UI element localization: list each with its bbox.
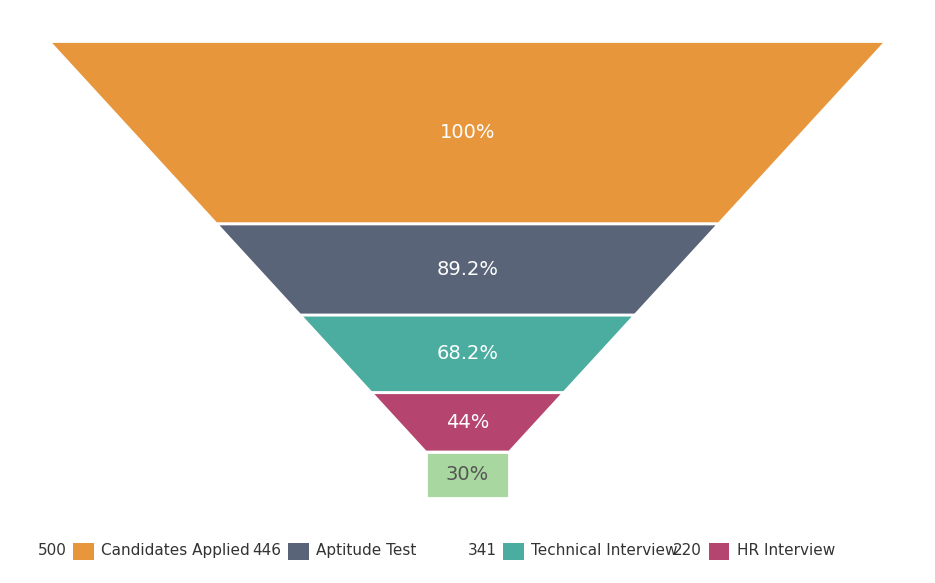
Text: 44%: 44% [446, 413, 489, 432]
Text: 446: 446 [252, 543, 281, 559]
Polygon shape [49, 41, 886, 224]
Polygon shape [425, 452, 510, 498]
Polygon shape [371, 393, 564, 452]
Text: 89.2%: 89.2% [437, 260, 498, 279]
Polygon shape [216, 224, 719, 315]
Text: 500: 500 [37, 543, 66, 559]
Text: Aptitude Test: Aptitude Test [316, 543, 416, 559]
Text: Candidates Applied: Candidates Applied [101, 543, 250, 559]
Text: 100%: 100% [439, 123, 496, 142]
Text: 341: 341 [468, 543, 496, 559]
Text: Technical Interview: Technical Interview [531, 543, 678, 559]
Text: HR Interview: HR Interview [737, 543, 835, 559]
Text: 220: 220 [673, 543, 702, 559]
Text: 68.2%: 68.2% [437, 345, 498, 363]
Text: 30%: 30% [446, 465, 489, 484]
Polygon shape [300, 315, 635, 393]
